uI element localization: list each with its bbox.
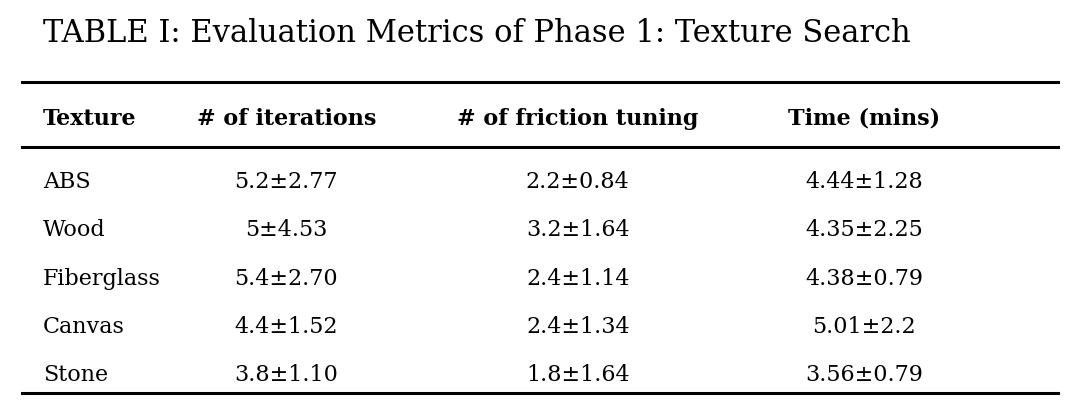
Text: 5.2±2.77: 5.2±2.77 [234,171,338,193]
Text: 3.2±1.64: 3.2±1.64 [526,219,630,241]
Text: 5±4.53: 5±4.53 [245,219,327,241]
Text: # of iterations: # of iterations [197,108,376,130]
Text: 1.8±1.64: 1.8±1.64 [526,364,630,386]
Text: 4.44±1.28: 4.44±1.28 [805,171,923,193]
Text: 3.8±1.10: 3.8±1.10 [234,364,338,386]
Text: 4.4±1.52: 4.4±1.52 [234,316,338,338]
Text: Texture: Texture [43,108,137,130]
Text: Wood: Wood [43,219,106,241]
Text: TABLE I: Evaluation Metrics of Phase 1: Texture Search: TABLE I: Evaluation Metrics of Phase 1: … [43,18,910,49]
Text: 2.4±1.14: 2.4±1.14 [526,267,630,290]
Text: Fiberglass: Fiberglass [43,267,161,290]
Text: ABS: ABS [43,171,91,193]
Text: Stone: Stone [43,364,108,386]
Text: 2.2±0.84: 2.2±0.84 [526,171,630,193]
Text: 3.56±0.79: 3.56±0.79 [805,364,923,386]
Text: # of friction tuning: # of friction tuning [457,108,699,130]
Text: Time (mins): Time (mins) [788,108,940,130]
Text: 2.4±1.34: 2.4±1.34 [526,316,630,338]
Text: 4.35±2.25: 4.35±2.25 [805,219,923,241]
Text: 4.38±0.79: 4.38±0.79 [805,267,923,290]
Text: 5.01±2.2: 5.01±2.2 [812,316,916,338]
Text: Canvas: Canvas [43,316,125,338]
Text: 5.4±2.70: 5.4±2.70 [234,267,338,290]
